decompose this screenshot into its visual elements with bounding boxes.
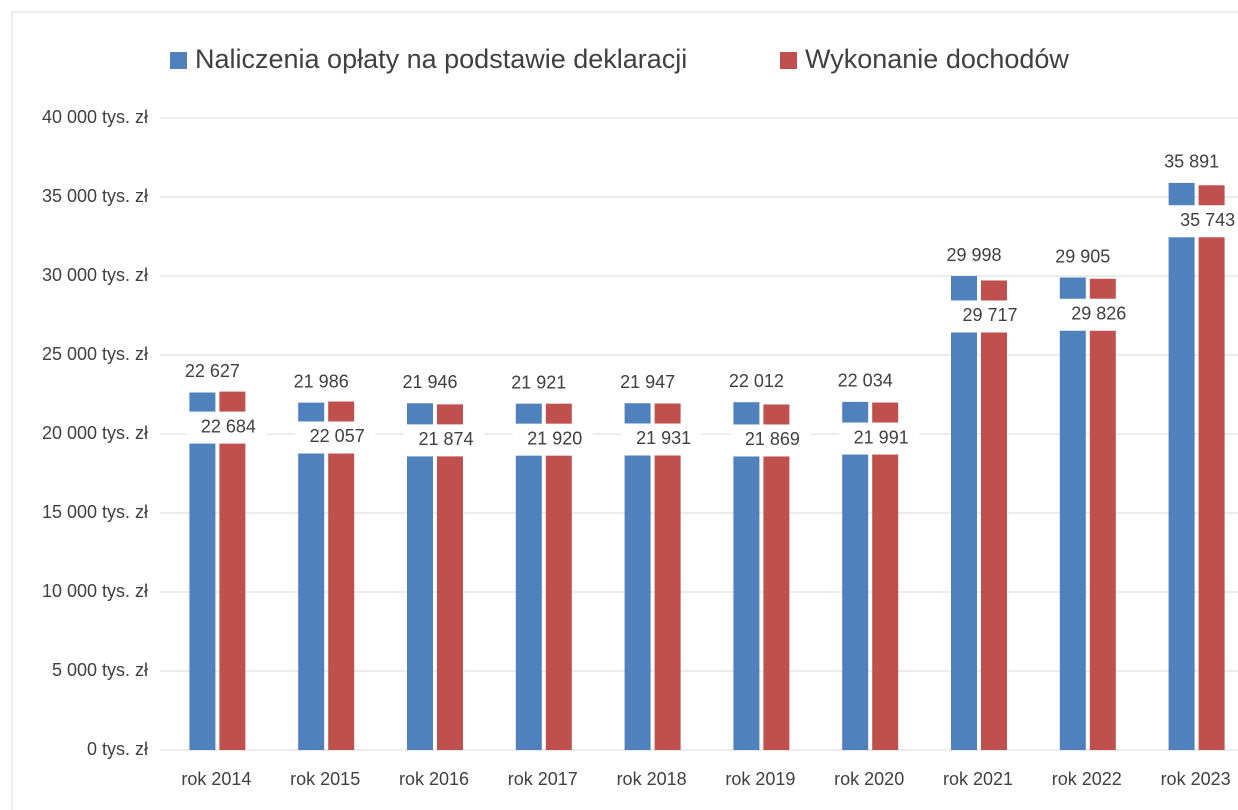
x-tick-label: rok 2019 [725,769,795,789]
x-tick-label: rok 2021 [943,769,1013,789]
data-label: 21 946 [402,372,457,392]
bar [298,402,325,750]
x-tick-label: rok 2017 [508,769,578,789]
data-label-box [621,423,702,456]
bar [437,404,463,750]
y-tick-label: 30 000 tys. zł [42,265,148,285]
data-label: 22 057 [310,426,365,446]
bar [763,404,790,750]
x-tick-label: rok 2018 [617,769,687,789]
bar [981,280,1007,750]
bar [1198,185,1225,750]
data-label: 29 717 [962,305,1017,325]
bar [842,401,869,750]
data-label-box [1165,205,1238,238]
data-label: 21 874 [418,429,473,449]
bar [733,402,760,750]
bar [407,403,433,750]
y-tick-label: 20 000 tys. zł [42,423,148,443]
data-label-box [512,423,593,456]
x-tick-label: rok 2020 [834,769,904,789]
y-tick-label: 0 tys. zł [87,739,148,759]
legend-label: Wykonanie dochodów [805,44,1069,74]
data-label-box [730,424,811,457]
data-label: 29 826 [1071,303,1126,323]
data-label: 22 012 [729,371,784,391]
bar [624,403,651,750]
bar [654,403,681,750]
x-tick-label: rok 2015 [290,769,360,789]
y-tick-label: 25 000 tys. zł [42,344,148,364]
legend-swatch [170,52,187,69]
y-tick-label: 10 000 tys. zł [42,581,148,601]
data-label: 21 869 [745,429,800,449]
data-label: 21 931 [636,428,691,448]
y-tick-label: 5 000 tys. zł [52,660,148,680]
bar [872,402,899,750]
legend-label: Naliczenia opłaty na podstawie deklaracj… [195,44,687,74]
data-label: 35 743 [1180,210,1235,230]
data-label: 21 920 [527,428,582,448]
data-label: 29 998 [946,245,1001,265]
data-label-box [404,424,484,457]
data-label: 22 627 [185,361,240,381]
bar [219,391,246,750]
data-label: 35 891 [1164,152,1219,172]
bar [951,276,977,750]
bar [1089,278,1116,750]
data-label-box [839,422,920,455]
bar [328,401,355,750]
bar [515,403,542,750]
data-label: 22 034 [838,371,893,391]
bar [545,403,572,750]
x-tick-label: rok 2016 [399,769,469,789]
data-label: 22 684 [201,416,256,436]
data-label: 21 947 [620,372,675,392]
data-label: 21 991 [854,427,909,447]
bar [1059,277,1086,750]
data-label: 21 921 [511,372,566,392]
bar [189,392,216,750]
data-label-box [948,300,1028,333]
x-tick-label: rok 2023 [1161,769,1231,789]
x-tick-label: rok 2022 [1052,769,1122,789]
data-label: 21 986 [294,371,349,391]
bar [1168,182,1195,751]
data-label-box [295,421,376,454]
data-label-box [186,411,267,444]
y-tick-label: 40 000 tys. zł [42,107,148,127]
y-tick-label: 15 000 tys. zł [42,502,148,522]
legend-swatch [780,52,797,69]
data-label-box [1056,298,1137,331]
y-tick-label: 35 000 tys. zł [42,186,148,206]
data-label: 29 905 [1055,246,1110,266]
x-tick-label: rok 2014 [181,769,251,789]
